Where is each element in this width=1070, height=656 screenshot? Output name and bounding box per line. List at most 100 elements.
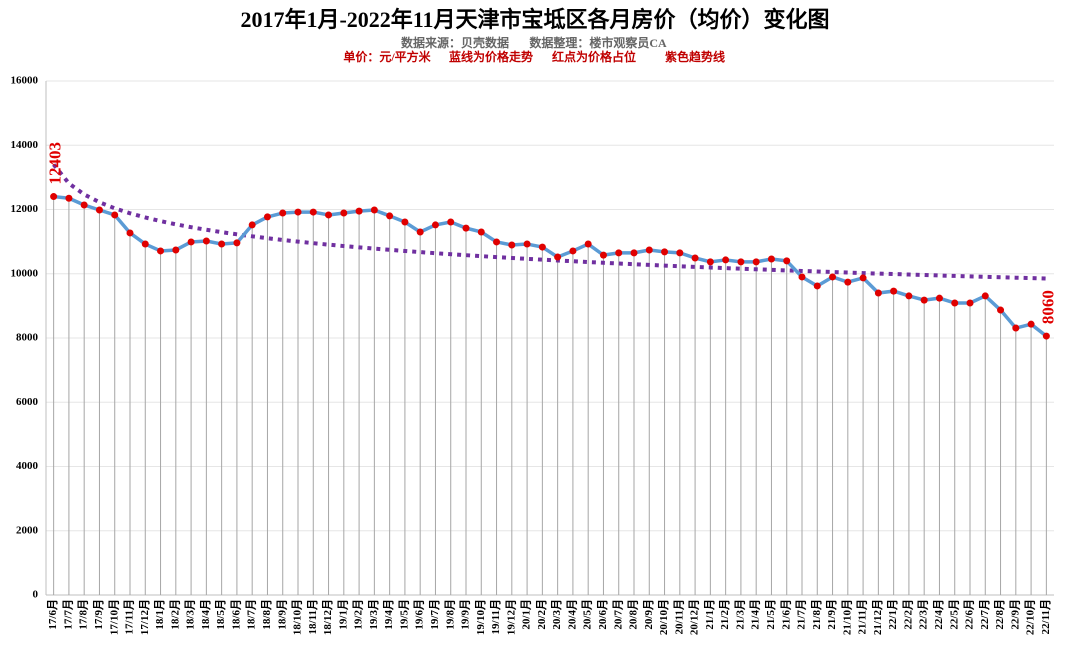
- x-tick-label: 19/6月: [413, 599, 426, 630]
- x-tick-label: 19/5月: [397, 599, 410, 630]
- data-label: 12403: [46, 142, 65, 185]
- x-tick-label: 19/8月: [443, 599, 456, 630]
- point: [752, 258, 760, 266]
- point: [523, 240, 531, 248]
- note: 蓝线为价格走势: [449, 49, 533, 64]
- x-tick-label: 18/7月: [245, 599, 258, 630]
- x-tick-label: 20/9月: [642, 599, 655, 630]
- x-tick-label: 21/1月: [703, 599, 716, 630]
- x-tick-label: 20/11月: [672, 599, 685, 634]
- point: [844, 278, 852, 286]
- x-tick-label: 22/3月: [917, 599, 930, 630]
- x-tick-label: 17/7月: [61, 599, 74, 630]
- point: [233, 239, 241, 247]
- x-tick-label: 18/1月: [153, 599, 166, 630]
- x-tick-label: 22/2月: [901, 599, 914, 630]
- point: [981, 292, 989, 300]
- x-tick-label: 17/6月: [46, 599, 59, 630]
- y-tick-label: 0: [33, 589, 39, 601]
- point: [951, 299, 959, 307]
- point: [966, 299, 974, 307]
- point: [599, 251, 607, 259]
- x-tick-label: 21/2月: [718, 599, 731, 630]
- point: [813, 282, 821, 290]
- point: [905, 292, 913, 300]
- x-tick-label: 20/7月: [611, 599, 624, 630]
- x-tick-label: 20/10月: [657, 599, 670, 635]
- point: [111, 211, 119, 219]
- subtitle: 数据整理：楼市观察员CA: [529, 35, 667, 50]
- y-tick-label: 10000: [11, 267, 39, 279]
- point: [538, 243, 546, 251]
- x-tick-label: 18/9月: [275, 599, 288, 630]
- y-tick-label: 14000: [11, 139, 39, 151]
- x-tick-label: 18/12月: [321, 599, 334, 635]
- point: [355, 207, 363, 215]
- x-tick-label: 18/3月: [184, 599, 197, 630]
- point: [416, 228, 424, 236]
- x-tick-label: 20/5月: [581, 599, 594, 630]
- x-tick-label: 22/8月: [993, 599, 1006, 630]
- point: [309, 208, 317, 216]
- trend-line: [52, 163, 1047, 281]
- point: [431, 221, 439, 229]
- x-tick-label: 18/10月: [291, 599, 304, 635]
- x-tick-label: 17/10月: [107, 599, 120, 635]
- point: [920, 296, 928, 304]
- x-tick-label: 19/10月: [474, 599, 487, 635]
- point: [508, 241, 516, 249]
- y-tick-label: 16000: [11, 75, 39, 87]
- x-tick-label: 22/10月: [1024, 599, 1037, 635]
- point: [859, 274, 867, 282]
- x-tick-label: 21/5月: [764, 599, 777, 630]
- point: [737, 258, 745, 266]
- x-tick-label: 21/10月: [840, 599, 853, 635]
- point: [661, 248, 669, 256]
- point: [65, 194, 73, 202]
- point: [829, 273, 837, 281]
- x-tick-label: 22/9月: [1008, 599, 1021, 630]
- point: [202, 237, 210, 245]
- y-tick-label: 6000: [16, 396, 39, 408]
- point: [325, 211, 333, 219]
- x-tick-label: 21/8月: [810, 599, 823, 630]
- x-tick-label: 22/6月: [963, 599, 976, 630]
- x-tick-label: 20/6月: [596, 599, 609, 630]
- x-tick-label: 21/11月: [856, 599, 869, 634]
- chart-title: 2017年1月-2022年11月天津市宝坻区各月房价（均价）变化图: [240, 7, 829, 32]
- point: [630, 249, 638, 257]
- point: [172, 246, 180, 254]
- point: [462, 224, 470, 232]
- x-tick-label: 20/8月: [627, 599, 640, 630]
- point: [279, 209, 287, 217]
- price-line: [53, 194, 1048, 338]
- point: [157, 247, 165, 255]
- point: [767, 255, 775, 263]
- point: [722, 256, 730, 264]
- point: [447, 218, 455, 226]
- x-tick-label: 22/11月: [1039, 599, 1052, 634]
- point: [691, 254, 699, 262]
- x-tick-label: 19/1月: [336, 599, 349, 630]
- point: [783, 257, 791, 265]
- x-tick-label: 21/4月: [749, 599, 762, 630]
- point: [50, 193, 58, 201]
- x-tick-label: 21/7月: [795, 599, 808, 630]
- x-tick-label: 21/12月: [871, 599, 884, 635]
- x-tick-label: 22/5月: [947, 599, 960, 630]
- x-tick-label: 17/12月: [138, 599, 151, 635]
- point: [294, 208, 302, 216]
- data-label: 8060: [1038, 290, 1057, 324]
- subtitle: 数据来源：贝壳数据: [401, 35, 509, 50]
- x-tick-label: 20/2月: [535, 599, 548, 630]
- point: [386, 212, 394, 220]
- point: [1012, 324, 1020, 332]
- point: [874, 289, 882, 297]
- x-tick-label: 19/11月: [489, 599, 502, 634]
- point: [1027, 320, 1035, 328]
- y-tick-label: 4000: [16, 460, 39, 472]
- point: [401, 218, 409, 226]
- x-tick-label: 18/4月: [199, 599, 212, 630]
- point: [890, 287, 898, 295]
